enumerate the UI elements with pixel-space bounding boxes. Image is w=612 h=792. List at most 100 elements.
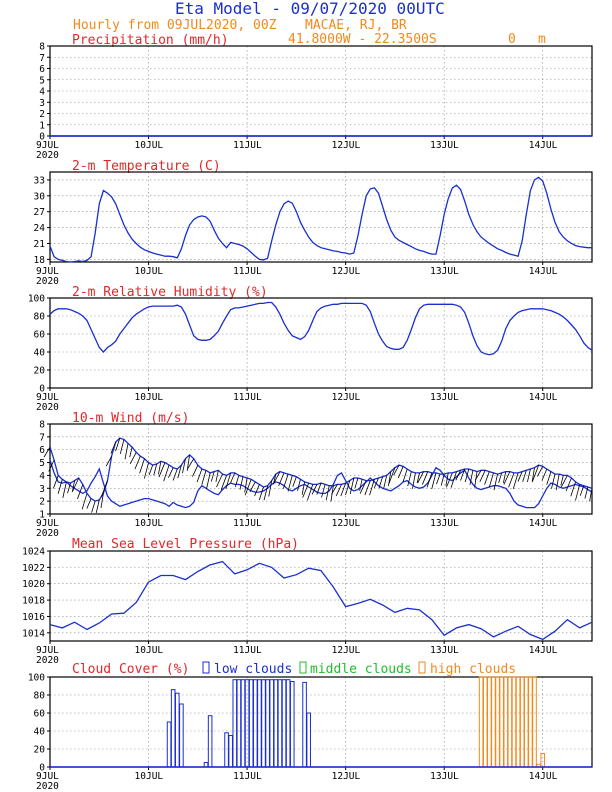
cloud-high-bar bbox=[507, 676, 513, 768]
wind-arrow bbox=[311, 484, 318, 495]
wind-arrow bbox=[527, 468, 531, 483]
wind-arrow bbox=[579, 485, 585, 496]
wind-arrow bbox=[100, 493, 104, 508]
temp-ytick-label: 18 bbox=[34, 255, 46, 266]
precip-ytick-label: 5 bbox=[39, 75, 45, 86]
cloud-xtick-label: 12JUL bbox=[332, 771, 361, 782]
cloud-ytick-label: 80 bbox=[34, 691, 46, 702]
mslp-title: Mean Sea Level Pressure (hPa) bbox=[72, 537, 299, 552]
cloud-low-bar bbox=[207, 715, 213, 768]
wind-arrow bbox=[359, 480, 367, 494]
cloud-xtick-label: 13JUL bbox=[430, 771, 459, 782]
mslp-xtick-label: 12JUL bbox=[332, 645, 361, 656]
wind-arrow bbox=[129, 447, 133, 458]
mslp-ytick-label: 1016 bbox=[22, 612, 45, 623]
rh-xtick-label: 9JUL bbox=[36, 392, 59, 403]
cloud-low-bar bbox=[248, 679, 254, 768]
mslp-year-label: 2020 bbox=[36, 655, 59, 666]
rh-ytick-label: 100 bbox=[28, 294, 45, 305]
wind-ytick-label: 1 bbox=[39, 510, 45, 521]
wind-arrow bbox=[278, 472, 285, 487]
cloud-title: Cloud Cover (%) bbox=[72, 662, 189, 677]
wind-arrow bbox=[431, 472, 437, 489]
wind-arrow bbox=[460, 468, 466, 481]
header-run: Hourly from 09JUL2020, 00Z bbox=[73, 18, 277, 33]
rh-year-label: 2020 bbox=[36, 402, 59, 413]
precip-ytick-label: 2 bbox=[39, 109, 45, 120]
wind-arrow bbox=[532, 465, 539, 482]
rh-panel: 0 20 40 60 80 100 9JUL 10JUL 11JUL 12JUL 13JUL 14JU… bbox=[28, 294, 593, 413]
wind-arrow bbox=[95, 499, 100, 513]
wind-ytick-label: 5 bbox=[39, 458, 45, 469]
legend-middle-label: middle clouds bbox=[310, 662, 412, 677]
mslp-xtick-label: 11JUL bbox=[233, 645, 262, 656]
cloud-low-bar bbox=[232, 679, 238, 768]
wind-arrow bbox=[340, 483, 347, 497]
rh-xtick-label: 12JUL bbox=[332, 392, 361, 403]
mslp-ytick-label: 1018 bbox=[22, 596, 45, 607]
wind-arrow bbox=[182, 458, 186, 474]
wind-arrow bbox=[215, 470, 219, 482]
wind-arrow bbox=[134, 455, 141, 470]
wind-arrow bbox=[345, 480, 351, 496]
wind-arrow bbox=[440, 474, 445, 486]
wind-arrow bbox=[555, 474, 560, 491]
cloud-low-bar bbox=[261, 679, 266, 768]
precip-ytick-label: 3 bbox=[39, 98, 45, 109]
wind-arrow bbox=[292, 476, 297, 487]
wind-arrow bbox=[364, 480, 371, 496]
temp-title: 2-m Temperature (C) bbox=[72, 159, 221, 174]
cloud-low-bar bbox=[257, 679, 262, 768]
wind-xtick-label: 14JUL bbox=[529, 518, 558, 529]
legend-low-swatch bbox=[202, 661, 210, 674]
wind-arrow bbox=[158, 461, 162, 475]
wind-arrow bbox=[493, 474, 498, 491]
wind-arrow bbox=[53, 475, 59, 489]
precip-xtick-label: 13JUL bbox=[430, 140, 459, 151]
wind-arrow bbox=[168, 467, 174, 478]
wind-arrow bbox=[263, 485, 269, 501]
wind-arrow bbox=[474, 470, 482, 481]
cloud-year-label: 2020 bbox=[36, 781, 59, 792]
cloud-high-bar bbox=[515, 676, 521, 768]
wind-arrow bbox=[561, 475, 568, 488]
wind-arrow bbox=[110, 441, 117, 454]
wind-arrow bbox=[445, 472, 449, 486]
wind-arrow bbox=[378, 476, 383, 489]
cloud-low-bar bbox=[289, 681, 295, 768]
wind-arrow bbox=[230, 472, 236, 484]
rh-ytick-label: 0 bbox=[39, 384, 45, 395]
wind-title: 10-m Wind (m/s) bbox=[72, 411, 189, 426]
wind-arrow bbox=[301, 481, 305, 495]
wind-arrow bbox=[331, 484, 338, 495]
wind-arrow bbox=[479, 470, 486, 482]
legend-high-label: high clouds bbox=[430, 662, 516, 677]
mslp-ytick-label: 1020 bbox=[22, 579, 45, 590]
wind-series-line bbox=[49, 437, 593, 502]
wind-arrow bbox=[503, 471, 511, 485]
legend-high-swatch bbox=[418, 661, 426, 674]
legend-low-label: low clouds bbox=[214, 662, 292, 677]
precip-year-label: 2020 bbox=[36, 150, 59, 161]
precip-ytick-label: 0 bbox=[39, 132, 45, 143]
wind-arrow bbox=[282, 474, 289, 489]
wind-arrow bbox=[455, 470, 461, 481]
wind-arrow bbox=[254, 484, 260, 497]
cloud-panel: 0 20 40 60 80 100 9JUL 10JUL 11JUL 12JUL 13JUL 14JU… bbox=[28, 673, 593, 792]
wind-arrow bbox=[383, 475, 388, 489]
cloud-high-bar bbox=[491, 676, 496, 768]
temp-year-label: 2020 bbox=[36, 276, 59, 287]
cloud-low-bar bbox=[228, 735, 233, 768]
wind-arrow bbox=[546, 471, 552, 485]
wind-arrow bbox=[589, 488, 593, 502]
mslp-ytick-label: 1024 bbox=[22, 547, 45, 558]
wind-arrow bbox=[201, 470, 207, 485]
temp-ytick-label: 33 bbox=[34, 175, 45, 186]
cloud-ytick-label: 0 bbox=[39, 763, 45, 774]
rh-ytick-label: 40 bbox=[34, 348, 46, 359]
cloud-frame bbox=[49, 676, 593, 768]
wind-arrow bbox=[522, 470, 527, 482]
wind-arrow bbox=[508, 472, 515, 488]
mslp-xtick-label: 10JUL bbox=[135, 645, 164, 656]
